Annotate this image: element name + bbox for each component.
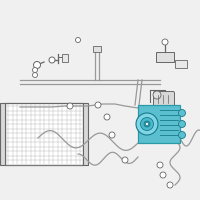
Circle shape — [179, 132, 186, 138]
Circle shape — [122, 157, 128, 163]
Circle shape — [49, 57, 55, 63]
Circle shape — [146, 122, 148, 126]
Bar — [5, 103, 83, 165]
Bar — [93, 46, 101, 52]
Circle shape — [32, 68, 38, 72]
Circle shape — [160, 172, 166, 178]
Circle shape — [157, 162, 163, 168]
Bar — [156, 52, 174, 62]
Bar — [175, 60, 187, 68]
Bar — [0, 103, 5, 165]
Circle shape — [162, 39, 168, 45]
Bar — [83, 103, 88, 165]
Circle shape — [104, 114, 110, 120]
Circle shape — [144, 121, 150, 127]
Circle shape — [136, 113, 158, 135]
Circle shape — [140, 117, 154, 130]
Circle shape — [167, 182, 173, 188]
Circle shape — [179, 120, 186, 128]
Circle shape — [76, 38, 80, 43]
Circle shape — [153, 91, 161, 99]
Circle shape — [109, 132, 115, 138]
Circle shape — [179, 110, 186, 116]
Circle shape — [95, 102, 101, 108]
Circle shape — [67, 103, 73, 109]
Bar — [62, 54, 68, 62]
Bar — [138, 105, 180, 143]
Circle shape — [32, 72, 38, 77]
FancyBboxPatch shape — [154, 92, 174, 106]
Circle shape — [34, 62, 40, 68]
